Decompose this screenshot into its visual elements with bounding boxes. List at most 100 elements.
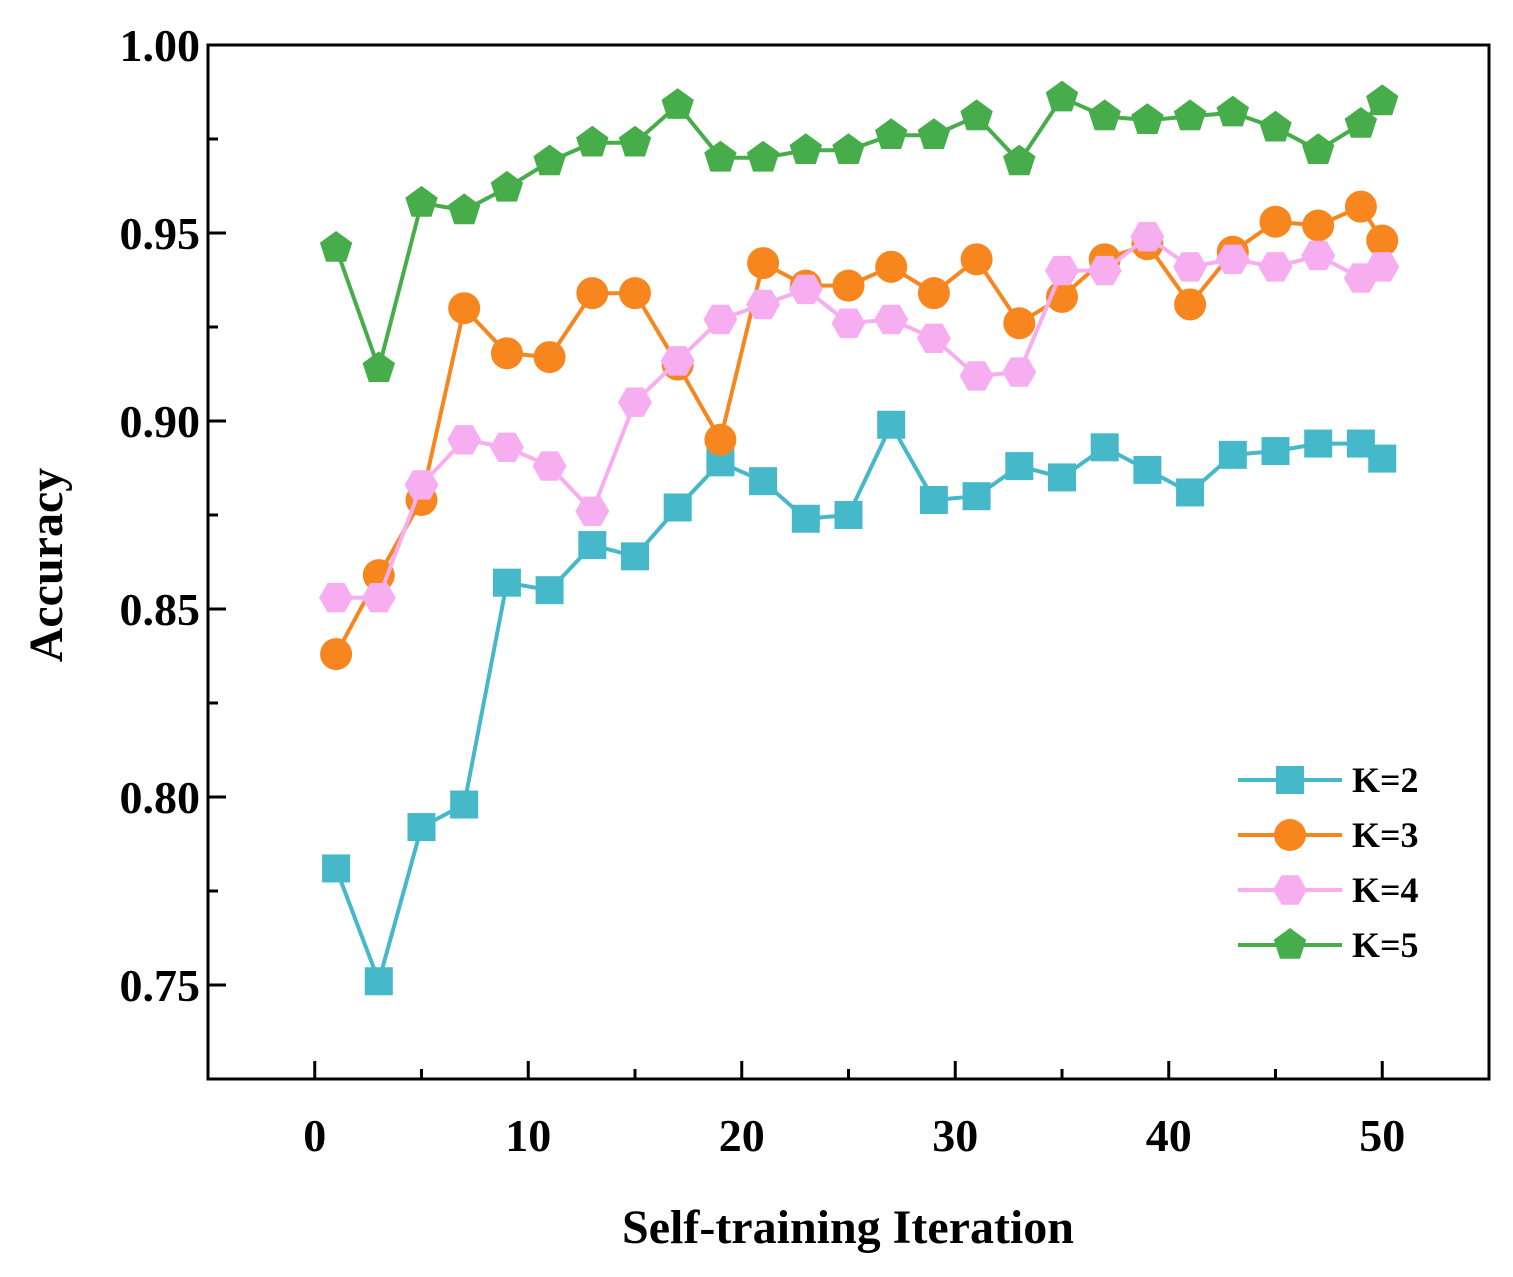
data-point [618, 387, 652, 417]
x-tick-label: 20 [719, 1110, 765, 1161]
series-k-2 [322, 410, 1397, 996]
data-point [575, 496, 610, 526]
data-point [490, 337, 523, 370]
data-point [917, 277, 950, 310]
data-point [1302, 133, 1335, 164]
x-tick-label: 10 [505, 1110, 551, 1161]
data-point [1045, 80, 1079, 112]
data-point [704, 423, 737, 456]
data-point [1304, 429, 1333, 458]
y-tick-label: 0.75 [120, 960, 201, 1011]
data-point [875, 250, 908, 283]
data-point [322, 854, 351, 883]
legend-entry: K=5 [1238, 925, 1419, 965]
data-point [533, 144, 566, 176]
data-point [320, 638, 353, 671]
data-point [1216, 95, 1249, 127]
data-point [1176, 478, 1205, 507]
data-point [788, 274, 823, 305]
data-point [1090, 433, 1119, 462]
x-tick-label: 30 [932, 1110, 978, 1161]
data-point [489, 432, 524, 462]
data-point [704, 140, 737, 172]
data-point [832, 269, 865, 302]
data-point [578, 531, 607, 560]
data-point [1301, 240, 1336, 271]
data-point [361, 583, 396, 613]
legend-label: K=2 [1352, 760, 1419, 800]
data-point [962, 482, 991, 511]
y-tick-label: 0.90 [120, 396, 201, 447]
data-point [661, 88, 694, 119]
data-point [1218, 440, 1247, 469]
data-point [703, 304, 738, 335]
legend-marker [1273, 928, 1307, 959]
data-point [1131, 103, 1164, 134]
data-point [959, 361, 994, 391]
y-axis-title: Accuracy [20, 468, 73, 663]
data-point [490, 170, 524, 202]
data-point [1133, 455, 1162, 484]
data-point [621, 542, 649, 571]
x-tick-label: 40 [1146, 1110, 1192, 1161]
data-point [747, 247, 780, 280]
series-k-5 [319, 80, 1399, 383]
data-point [660, 346, 695, 376]
plot-frame [206, 43, 1491, 1081]
data-point [1087, 255, 1122, 286]
axes-layer: 0 10 20 30 40 50 0.75 0.80 0.85 0.90 0.95 1.00 [120, 20, 1491, 1161]
data-point [1002, 357, 1037, 387]
data-point [535, 576, 564, 605]
data-point [832, 133, 865, 164]
data-point [1173, 252, 1208, 282]
legend-marker [1273, 875, 1307, 905]
data-point [917, 118, 951, 149]
data-point [789, 133, 822, 164]
legend-entry: K=4 [1238, 870, 1419, 910]
data-point [1344, 107, 1378, 138]
data-point [619, 277, 651, 310]
data-point [1366, 84, 1399, 116]
data-point [364, 967, 393, 996]
legend-entry: K=2 [1238, 760, 1419, 800]
legend-marker [1274, 819, 1306, 851]
data-point [1344, 190, 1377, 223]
data-point [916, 323, 951, 353]
data-point [1048, 463, 1076, 492]
data-point [450, 790, 479, 819]
data-point [746, 289, 781, 320]
series-k-4 [319, 222, 1400, 613]
data-point [405, 185, 438, 217]
data-point [746, 140, 780, 172]
legend-marker [1276, 766, 1304, 794]
data-point [1005, 452, 1034, 481]
x-axis-title: Self-training Iteration [622, 1201, 1074, 1254]
y-tick-label: 0.95 [120, 208, 201, 259]
data-point [1258, 252, 1293, 282]
data-point [1130, 222, 1165, 252]
data-point [1366, 224, 1399, 257]
series-layer [319, 80, 1400, 996]
data-point [533, 341, 566, 374]
data-point [877, 410, 906, 439]
data-point [831, 308, 866, 338]
data-point [407, 813, 436, 842]
data-point [618, 125, 652, 157]
data-point [1045, 255, 1079, 286]
data-point [1173, 99, 1207, 131]
data-point [576, 277, 609, 310]
data-point [1365, 252, 1400, 282]
data-point [1259, 205, 1292, 238]
data-point [1261, 437, 1290, 466]
data-point [362, 351, 395, 383]
data-point [492, 568, 521, 597]
data-point [448, 292, 481, 325]
legend: K=2 K=3 K=4 K=5 [1238, 760, 1419, 965]
data-point [404, 470, 439, 500]
data-point [960, 243, 993, 276]
legend-entry: K=3 [1238, 815, 1419, 855]
y-tick-label: 1.00 [120, 20, 201, 71]
data-point [834, 501, 863, 529]
y-tick-label: 0.80 [120, 772, 201, 823]
